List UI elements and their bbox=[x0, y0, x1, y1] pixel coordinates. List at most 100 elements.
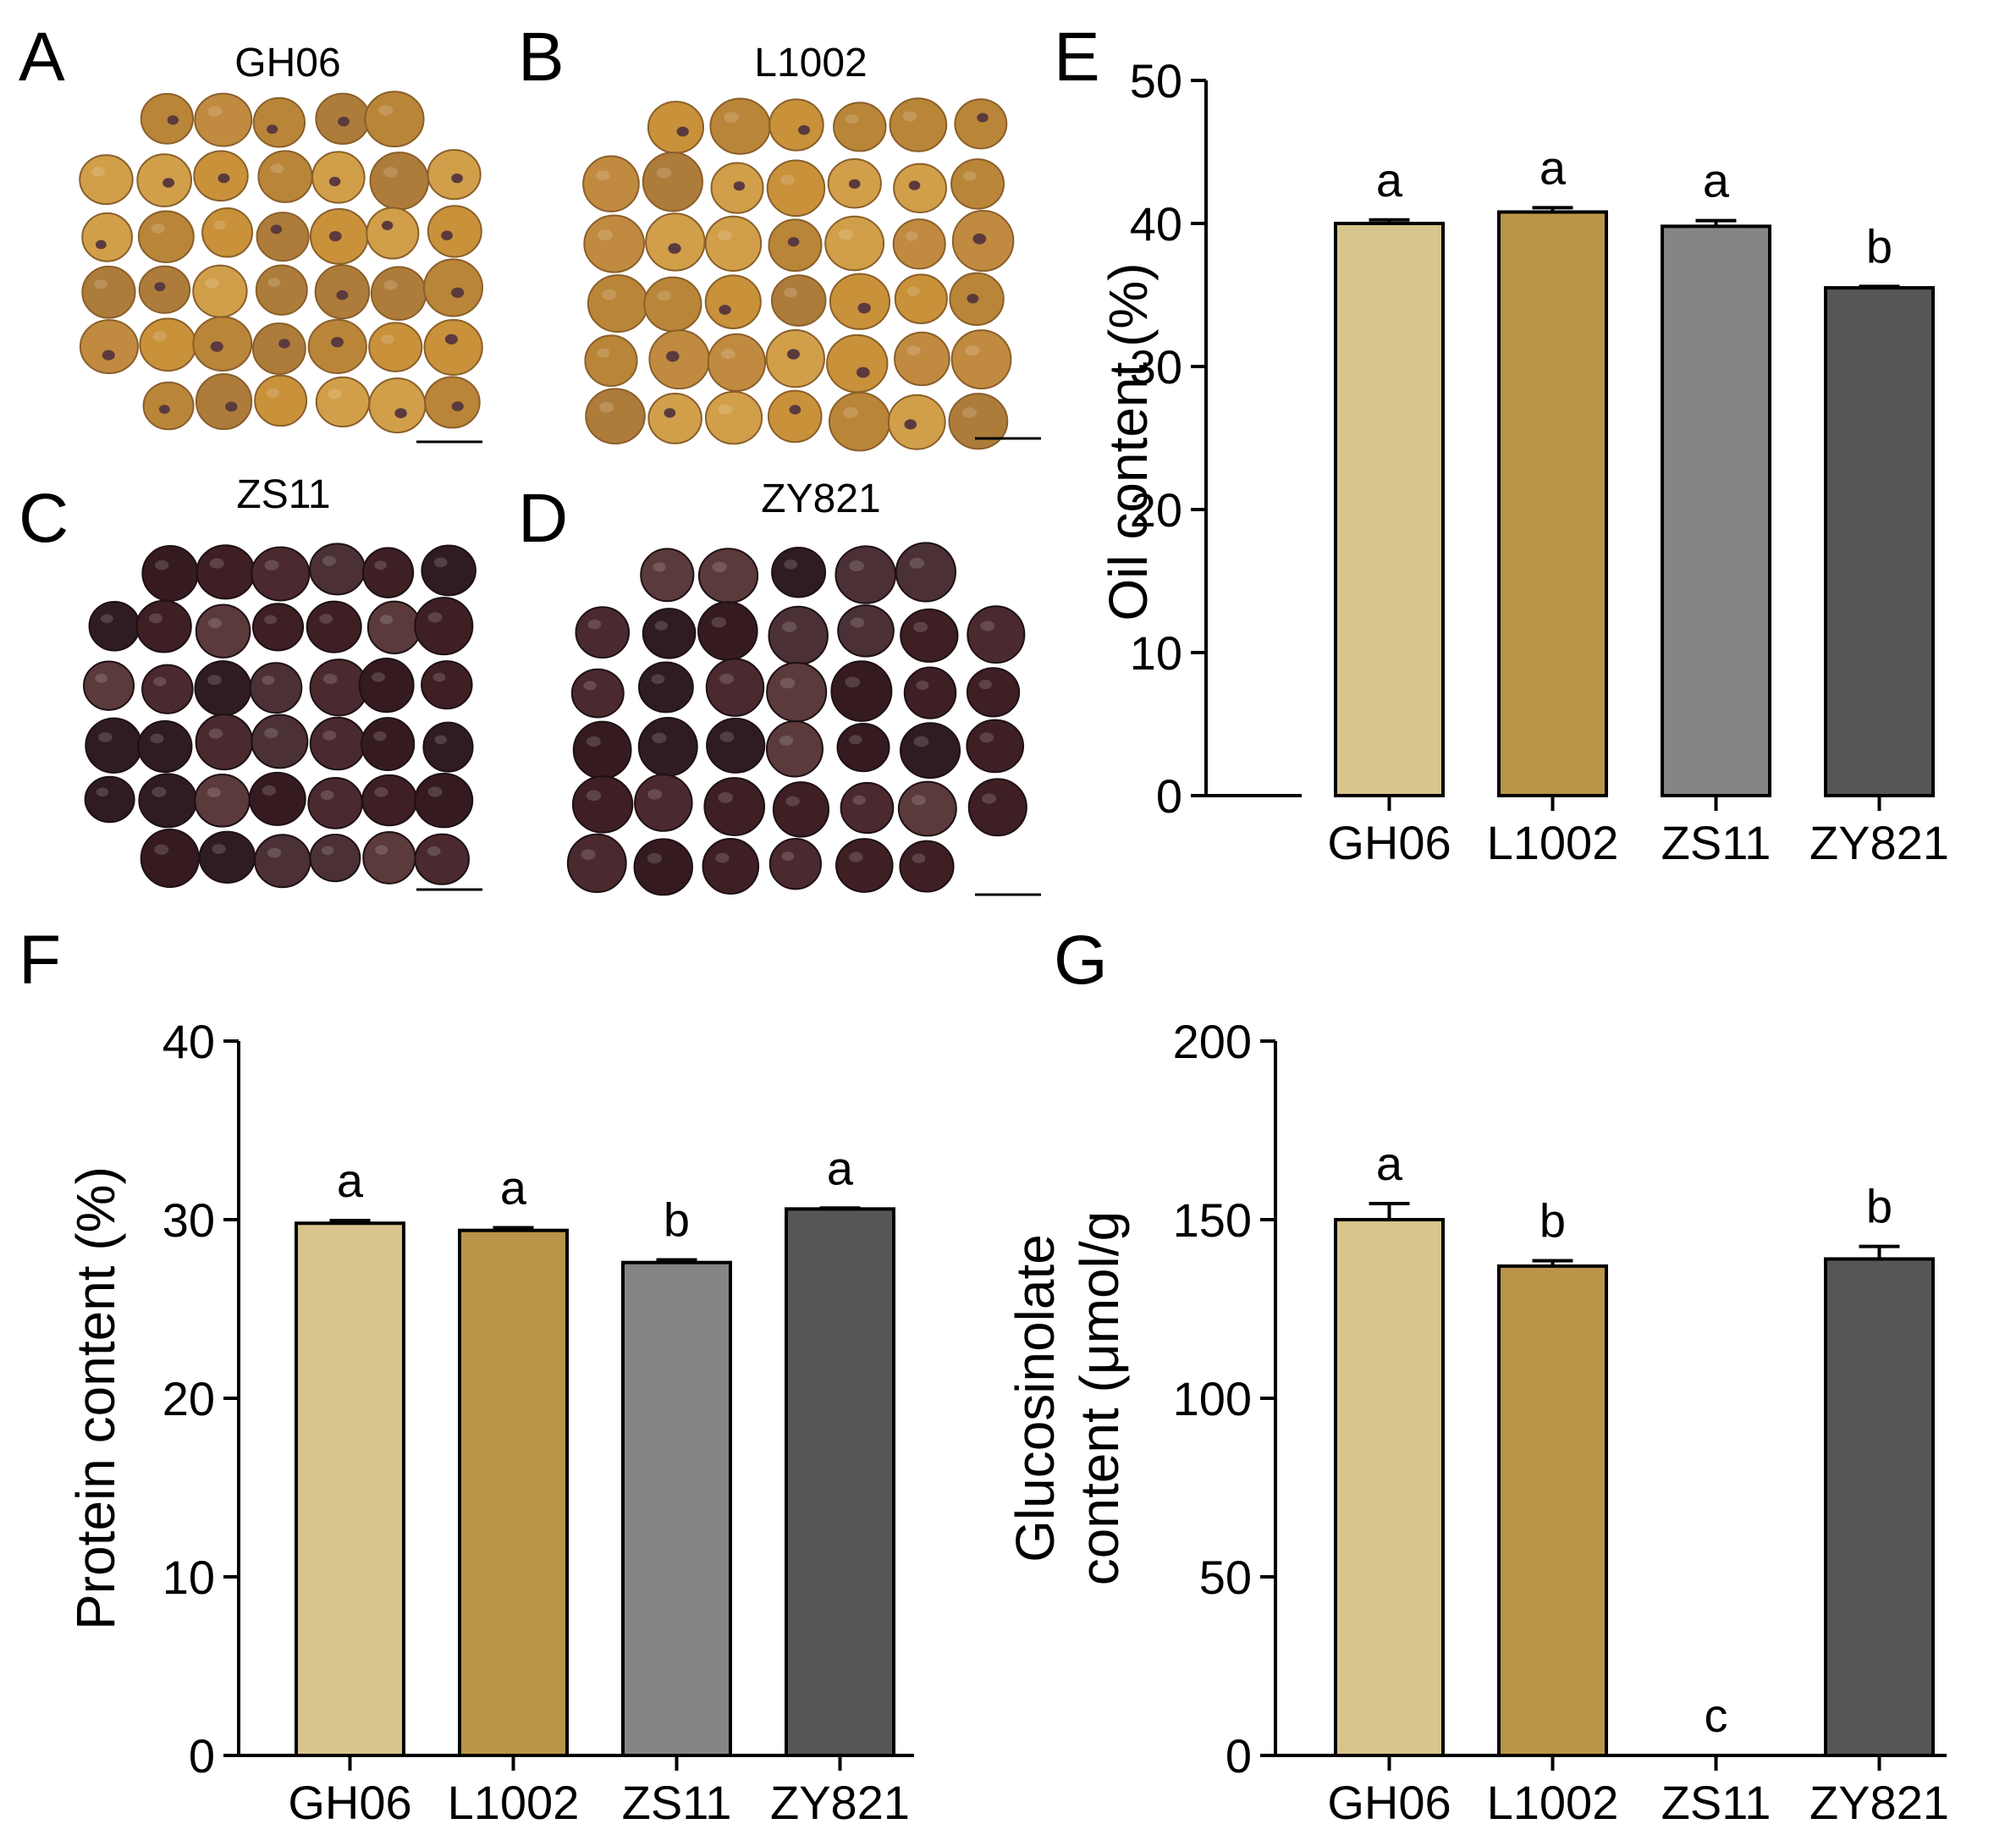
seed bbox=[637, 661, 694, 714]
variety-label-c: ZS11 bbox=[236, 472, 330, 517]
seed-hilum bbox=[676, 126, 689, 137]
y-tick-label: 40 bbox=[162, 1015, 215, 1068]
seed-highlight bbox=[961, 407, 978, 418]
seed bbox=[256, 212, 310, 262]
seed-highlight bbox=[779, 735, 794, 746]
seed bbox=[137, 719, 193, 774]
bar bbox=[1497, 1264, 1608, 1757]
seed bbox=[309, 716, 366, 771]
seed bbox=[427, 205, 482, 258]
x-tick-label: L1002 bbox=[448, 1776, 580, 1829]
seed bbox=[950, 158, 1005, 210]
seed bbox=[249, 662, 303, 714]
seed-highlight bbox=[148, 613, 162, 624]
seed bbox=[195, 714, 254, 771]
seed-highlight bbox=[781, 851, 795, 862]
seed-highlight bbox=[852, 795, 866, 805]
seed bbox=[139, 317, 197, 372]
seed bbox=[643, 276, 702, 333]
x-tick-label: GH06 bbox=[288, 1776, 411, 1829]
seed bbox=[704, 274, 762, 329]
seed bbox=[642, 608, 697, 659]
seed bbox=[140, 828, 200, 889]
seed-hilum bbox=[267, 124, 278, 135]
seed bbox=[255, 264, 308, 316]
seed-hilum bbox=[848, 179, 861, 189]
variety-label-d: ZY821 bbox=[761, 477, 880, 521]
seed bbox=[766, 662, 828, 723]
seed bbox=[361, 717, 416, 772]
seed-photo-l1002 bbox=[582, 97, 1015, 452]
seed-highlight bbox=[718, 792, 733, 803]
x-tick-label: L1002 bbox=[1487, 816, 1619, 869]
seed bbox=[254, 374, 308, 427]
seed bbox=[897, 780, 957, 837]
seed-photo-zy821 bbox=[566, 542, 1027, 896]
seed bbox=[195, 372, 253, 431]
seed-highlight bbox=[94, 279, 107, 289]
seed bbox=[899, 840, 955, 893]
significance-letter: a bbox=[1703, 154, 1730, 207]
seed bbox=[201, 207, 254, 258]
seed bbox=[633, 838, 693, 896]
seed-highlight bbox=[322, 730, 337, 741]
seed-hilum bbox=[664, 408, 676, 418]
seed-hilum bbox=[338, 116, 350, 127]
seed bbox=[835, 838, 894, 893]
seed bbox=[903, 666, 957, 719]
seed bbox=[948, 393, 1009, 450]
seed-highlight bbox=[213, 220, 227, 230]
seed-highlight bbox=[264, 728, 278, 738]
seed-highlight bbox=[150, 733, 164, 744]
y-tick-label: 200 bbox=[1173, 1015, 1252, 1068]
seed-highlight bbox=[711, 616, 727, 628]
seed bbox=[887, 394, 946, 450]
seed bbox=[642, 152, 703, 212]
y-tick-label: 20 bbox=[1130, 483, 1182, 537]
seed bbox=[88, 600, 140, 652]
seed bbox=[647, 101, 705, 154]
seed bbox=[709, 97, 771, 155]
seed bbox=[414, 772, 474, 829]
seed-hilum bbox=[444, 333, 458, 344]
seed-highlight bbox=[906, 286, 920, 296]
seed bbox=[893, 163, 947, 213]
seed bbox=[967, 605, 1026, 664]
seed bbox=[833, 102, 887, 152]
seed-highlight bbox=[909, 558, 925, 569]
seed-highlight bbox=[905, 231, 918, 241]
seed-highlight bbox=[427, 612, 443, 623]
seed-highlight bbox=[95, 674, 108, 683]
seed-highlight bbox=[963, 171, 977, 181]
seed-highlight bbox=[432, 672, 446, 682]
significance-letter: b bbox=[1866, 1180, 1892, 1233]
seed bbox=[704, 390, 763, 445]
seed-highlight bbox=[98, 732, 113, 742]
seed bbox=[765, 720, 823, 778]
seed-hilum bbox=[666, 350, 680, 362]
seed-hilum bbox=[158, 405, 170, 414]
bar bbox=[621, 1260, 732, 1757]
seed-highlight bbox=[782, 621, 797, 632]
y-tick-label: 30 bbox=[162, 1193, 215, 1247]
seed bbox=[826, 333, 889, 394]
seed-highlight bbox=[843, 406, 858, 418]
seed-highlight bbox=[319, 614, 333, 624]
seed-highlight bbox=[207, 675, 222, 686]
significance-letter: a bbox=[827, 1141, 854, 1194]
seed bbox=[637, 716, 698, 777]
seed bbox=[358, 657, 415, 714]
seed-highlight bbox=[653, 562, 666, 572]
y-tick-label: 150 bbox=[1173, 1193, 1252, 1247]
significance-letter: a bbox=[500, 1160, 527, 1214]
panel-letter-f: F bbox=[19, 922, 61, 999]
seed bbox=[894, 273, 948, 324]
seed bbox=[251, 546, 311, 602]
seed-highlight bbox=[647, 789, 663, 800]
bar bbox=[295, 1221, 405, 1757]
seed-hilum bbox=[857, 302, 871, 314]
seed-highlight bbox=[913, 736, 929, 747]
seed bbox=[79, 154, 134, 206]
seed bbox=[966, 719, 1025, 774]
seed bbox=[366, 207, 420, 260]
